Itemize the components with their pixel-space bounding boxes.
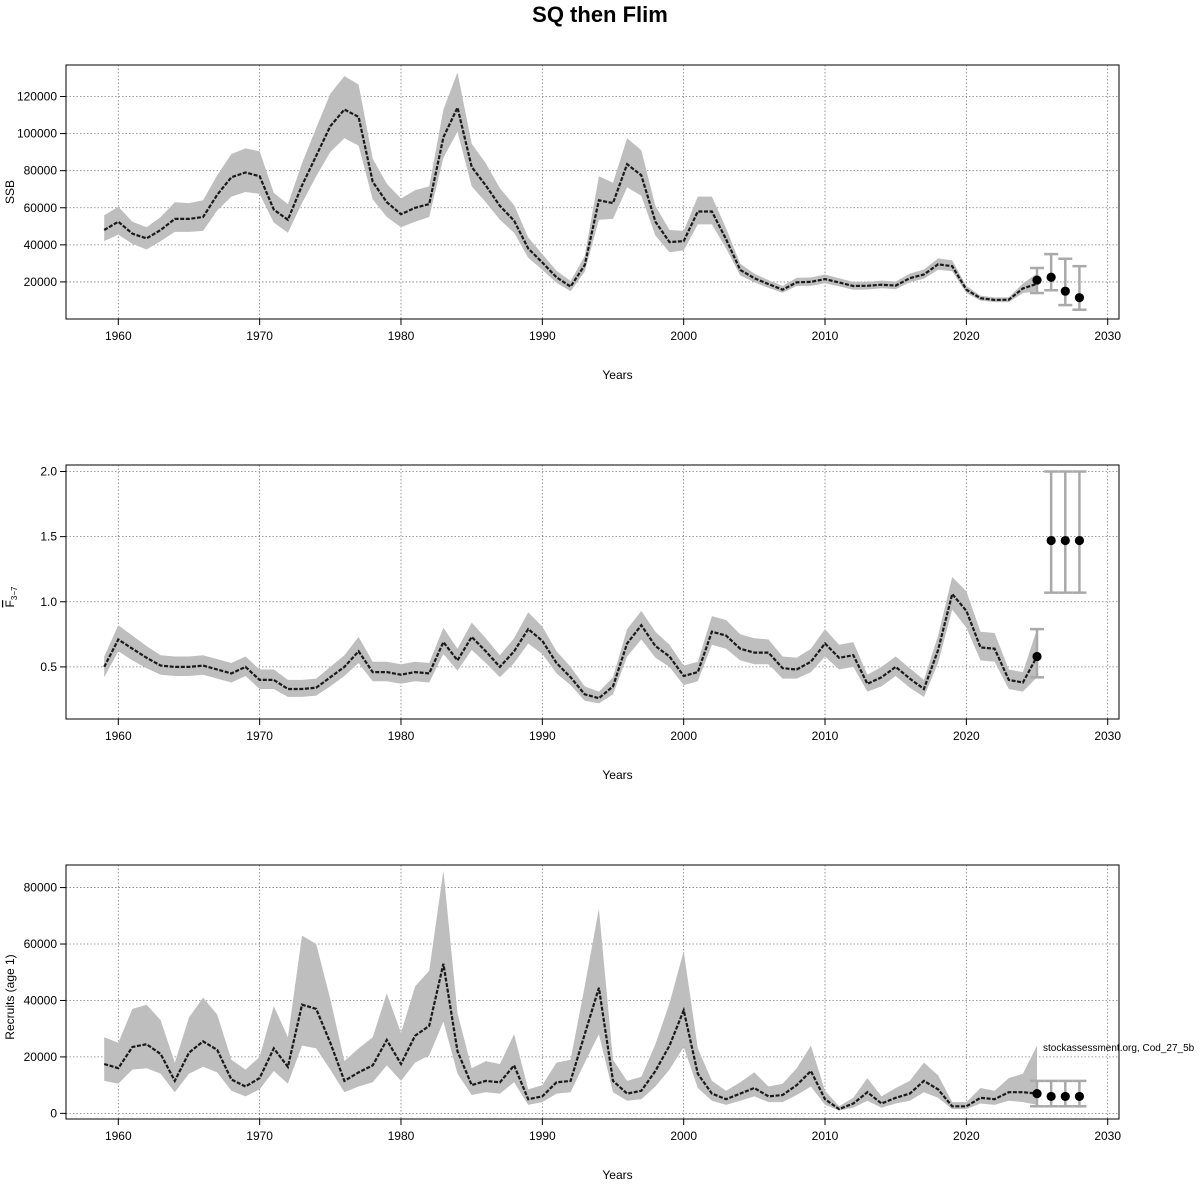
y-tick-label: 0.5	[40, 660, 57, 674]
projection-point	[1060, 1091, 1070, 1102]
x-axis-label: Years	[602, 768, 632, 782]
y-tick-label: 40000	[24, 238, 58, 252]
ssb-panel: 1960 1970 1980 1990 2000 2010 2020 2030 20000 400…	[3, 64, 1121, 382]
projection-point	[1032, 275, 1042, 285]
y-tick-label: 0	[50, 1106, 57, 1120]
y-axis-label-subscript: 3−7	[10, 586, 19, 600]
projection-point	[1032, 1089, 1042, 1099]
y-tick-label: 80000	[24, 164, 58, 178]
projection-point	[1046, 272, 1056, 282]
x-tick-label: 2000	[670, 1129, 697, 1143]
plot-frame	[65, 64, 1120, 320]
y-tick-label: 100000	[17, 127, 57, 141]
x-tick-label: 2030	[1094, 329, 1121, 343]
x-tick-label: 2020	[953, 1129, 980, 1143]
y-tick-label: 60000	[24, 937, 58, 951]
projection-interval	[1072, 470, 1087, 594]
x-tick-label: 1960	[105, 729, 132, 743]
x-tick-label: 1990	[529, 729, 556, 743]
projection-point	[1060, 535, 1070, 546]
x-tick-label: 1990	[529, 329, 556, 343]
y-tick-label: 120000	[17, 90, 57, 104]
y-tick-label: 80000	[24, 881, 58, 895]
confidence-band	[104, 577, 1037, 704]
watermark-text: stockassessment.org, Cod_27_5b	[1043, 1043, 1195, 1054]
projection-interval	[1072, 264, 1087, 311]
x-tick-label: 1970	[246, 329, 273, 343]
projection-interval	[1058, 470, 1073, 594]
fbar-panel: 1960 1970 1980 1990 2000 2010 2020 2030 0.5 1.0 1.…	[3, 464, 1121, 782]
projection-point	[1074, 535, 1085, 546]
x-tick-label: 2010	[812, 729, 839, 743]
y-tick-label: 20000	[24, 275, 58, 289]
x-tick-label: 1980	[388, 729, 415, 743]
x-axis-label: Years	[602, 1168, 632, 1182]
y-tick-label: 40000	[24, 993, 58, 1007]
plot-frame	[65, 864, 1120, 1120]
projection-point	[1046, 1091, 1056, 1102]
y-axis-label-main: F	[3, 600, 17, 607]
x-tick-label: 2030	[1094, 729, 1121, 743]
y-tick-label: 60000	[24, 201, 58, 215]
y-tick-label: 1.5	[40, 530, 57, 544]
projection-point	[1074, 293, 1085, 303]
x-tick-label: 2000	[670, 329, 697, 343]
estimate-line	[103, 104, 1038, 302]
x-tick-label: 1970	[246, 729, 273, 743]
recruits-panel: 1960 1970 1980 1990 2000 2010 2020 2030 0 20000 40…	[3, 864, 1121, 1182]
x-tick-label: 2020	[953, 729, 980, 743]
chart-title: SQ then Flim	[532, 2, 668, 27]
y-tick-label: 1.0	[40, 595, 57, 609]
y-axis-label: F3−7	[3, 586, 19, 607]
y-axis-label: Recruits (age 1)	[3, 954, 17, 1039]
projection-interval	[1044, 470, 1059, 594]
x-tick-label: 1960	[105, 1129, 132, 1143]
plot-frame	[65, 464, 1120, 720]
projection-point	[1074, 1091, 1085, 1102]
projection-point	[1046, 535, 1056, 546]
y-tick-label: 20000	[24, 1050, 58, 1064]
x-tick-label: 2030	[1094, 1129, 1121, 1143]
confidence-band	[104, 870, 1037, 1111]
x-tick-label: 1960	[105, 329, 132, 343]
x-axis-label: Years	[602, 368, 632, 382]
x-tick-label: 2010	[812, 1129, 839, 1143]
estimate-line	[103, 591, 1038, 700]
x-tick-label: 2010	[812, 329, 839, 343]
y-tick-label: 2.0	[40, 465, 57, 479]
x-tick-label: 1970	[246, 1129, 273, 1143]
projection-point	[1060, 286, 1070, 296]
projection-interval	[1058, 257, 1073, 307]
projection-point	[1032, 651, 1042, 662]
x-tick-label: 2000	[670, 729, 697, 743]
x-tick-label: 1990	[529, 1129, 556, 1143]
x-tick-label: 1980	[388, 1129, 415, 1143]
y-axis-label: SSB	[3, 180, 17, 204]
confidence-band	[104, 72, 1037, 303]
projection-interval	[1044, 252, 1059, 292]
estimate-line	[103, 963, 1038, 1111]
x-tick-label: 1980	[388, 329, 415, 343]
x-tick-label: 2020	[953, 329, 980, 343]
